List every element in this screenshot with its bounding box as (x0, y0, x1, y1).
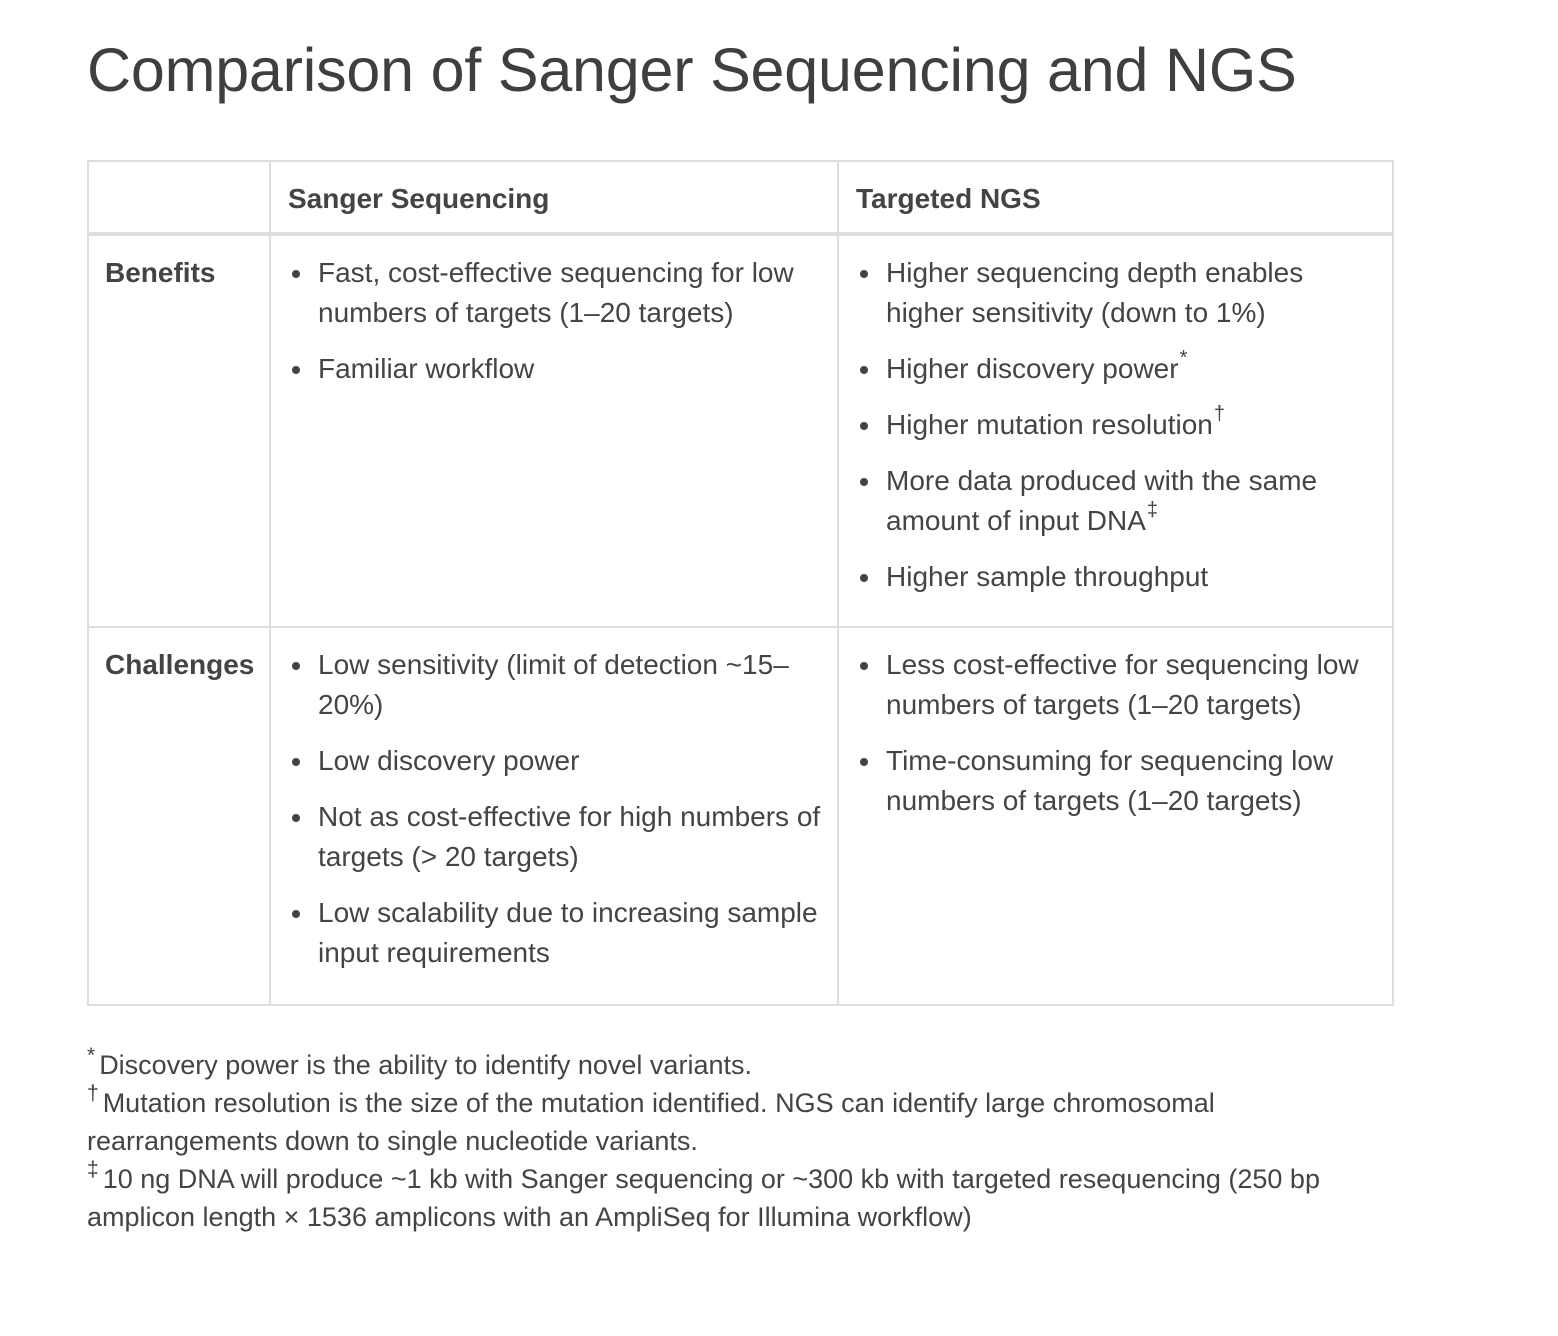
list-item-text: Higher sample throughput (886, 561, 1209, 592)
table-header-cell: Sanger Sequencing (269, 160, 839, 236)
list-item-text: Familiar workflow (318, 353, 535, 384)
list-item-text: Less cost-effective for sequencing low n… (886, 649, 1359, 720)
list-item-text: Low scalability due to increasing sample… (318, 897, 818, 968)
list-item: Higher discovery power* (860, 347, 1378, 389)
list-item: Higher sequencing depth enables higher s… (860, 253, 1378, 333)
table-header-cell: Targeted NGS (837, 160, 1394, 236)
list-item: Low discovery power (292, 741, 823, 781)
table-row: Challenges Low sensitivity (limit of det… (87, 626, 1394, 1006)
footnote-marker: ‡ (1146, 499, 1159, 521)
list-item: Less cost-effective for sequencing low n… (860, 645, 1378, 725)
list-item-text: Time-consuming for sequencing low number… (886, 745, 1334, 816)
table-row: Benefits Fast, cost-effective sequencing… (87, 233, 1394, 628)
footnote-mark: ‡ (87, 1158, 99, 1181)
row-label: Challenges (87, 626, 271, 1006)
footnote-marker: † (1213, 403, 1225, 425)
list-item-text: Not as cost-effective for high numbers o… (318, 801, 821, 872)
table-cell: Higher sequencing depth enables higher s… (837, 233, 1394, 628)
list-item-text: Higher discovery power (886, 353, 1179, 384)
list-item-text: Higher sequencing depth enables higher s… (886, 257, 1304, 328)
list-item: More data produced with the same amount … (860, 461, 1378, 541)
footnotes: * Discovery power is the ability to ident… (87, 1044, 1397, 1236)
table-cell: Fast, cost-effective sequencing for low … (269, 233, 839, 628)
row-label: Benefits (87, 233, 271, 628)
list-item: Time-consuming for sequencing low number… (860, 741, 1378, 821)
footnote: * Discovery power is the ability to ident… (87, 1044, 1397, 1084)
list-item: Higher sample throughput (860, 557, 1378, 597)
bullet-list: Less cost-effective for sequencing low n… (856, 645, 1378, 821)
table-cell: Low sensitivity (limit of detection ~15–… (269, 626, 839, 1006)
list-item-text: Low sensitivity (limit of detection ~15–… (318, 649, 789, 720)
table-header-cell (87, 160, 271, 236)
footnote-marker: * (1179, 347, 1188, 369)
footnote-mark: † (87, 1082, 99, 1105)
list-item-text: Fast, cost-effective sequencing for low … (318, 257, 794, 328)
bullet-list: Fast, cost-effective sequencing for low … (288, 253, 823, 389)
table-cell: Less cost-effective for sequencing low n… (837, 626, 1394, 1006)
list-item: Familiar workflow (292, 349, 823, 389)
footnote-text: Mutation resolution is the size of the m… (87, 1088, 1215, 1156)
footnote-mark: * (87, 1044, 96, 1067)
list-item: Not as cost-effective for high numbers o… (292, 797, 823, 877)
list-item-text: Higher mutation resolution (886, 409, 1213, 440)
bullet-list: Low sensitivity (limit of detection ~15–… (288, 645, 823, 973)
list-item: Low scalability due to increasing sample… (292, 893, 823, 973)
footnote-text: 10 ng DNA will produce ~1 kb with Sanger… (87, 1164, 1320, 1232)
list-item: Higher mutation resolution† (860, 403, 1378, 445)
comparison-table: Sanger Sequencing Targeted NGS Benefits … (87, 160, 1394, 1006)
list-item: Low sensitivity (limit of detection ~15–… (292, 645, 823, 725)
bullet-list: Higher sequencing depth enables higher s… (856, 253, 1378, 597)
list-item-text: More data produced with the same amount … (886, 465, 1318, 536)
page-title: Comparison of Sanger Sequencing and NGS (87, 36, 1297, 104)
footnote: ‡ 10 ng DNA will produce ~1 kb with Sange… (87, 1158, 1397, 1236)
list-item-text: Low discovery power (318, 745, 580, 776)
footnote-text: Discovery power is the ability to identi… (99, 1050, 752, 1080)
list-item: Fast, cost-effective sequencing for low … (292, 253, 823, 333)
table-header-row: Sanger Sequencing Targeted NGS (87, 160, 1394, 236)
footnote: † Mutation resolution is the size of the … (87, 1082, 1397, 1160)
